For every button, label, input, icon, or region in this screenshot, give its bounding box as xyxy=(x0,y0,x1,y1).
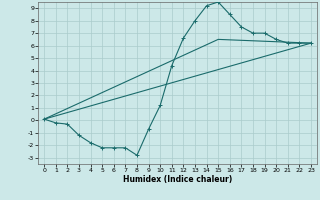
X-axis label: Humidex (Indice chaleur): Humidex (Indice chaleur) xyxy=(123,175,232,184)
